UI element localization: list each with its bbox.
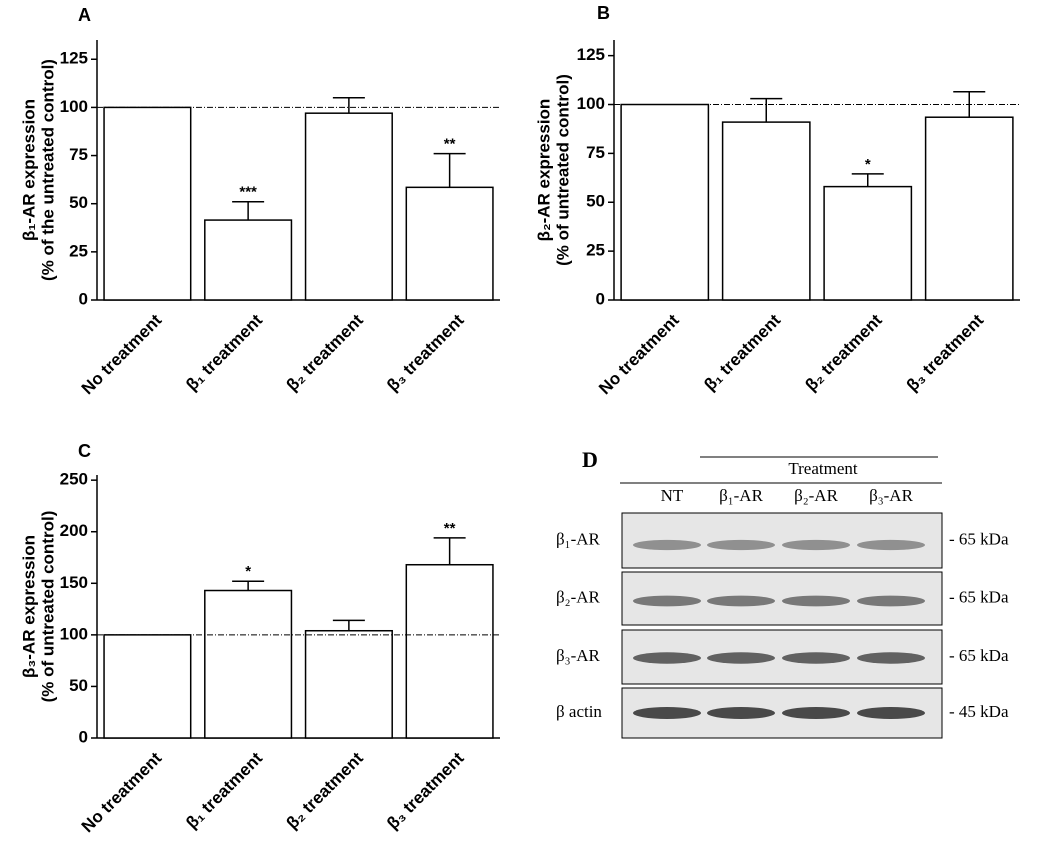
blot-band [707, 707, 775, 719]
panel-label: A [78, 5, 91, 25]
significance-label: * [865, 156, 871, 173]
y-tick-label: 125 [60, 49, 88, 68]
blot-band [857, 707, 925, 719]
size-label: - 65 kDa [949, 587, 1009, 606]
bar [304, 629, 393, 739]
blot-band [782, 595, 850, 607]
x-tick-label: β₁ treatment [182, 310, 266, 394]
y-tick-label: 100 [60, 97, 88, 116]
bar [924, 116, 1014, 301]
blot-band [633, 595, 701, 607]
y-tick-label: 125 [577, 45, 605, 64]
y-tick-label: 150 [60, 573, 88, 592]
x-tick-label: β₁ treatment [700, 310, 784, 394]
panel-label: C [78, 441, 91, 461]
blot-image [621, 512, 943, 569]
y-tick-label: 0 [79, 727, 88, 746]
treatment-header: Treatment [788, 459, 858, 478]
bar [620, 103, 710, 301]
row-label: β₂-AR [556, 587, 601, 606]
y-tick-label: 75 [69, 145, 88, 164]
x-tick-label: β₂ treatment [283, 310, 367, 394]
y-tick-label: 100 [60, 624, 88, 643]
y-axis-label: (% of untreated control) [38, 511, 57, 703]
blot-band [857, 652, 925, 664]
x-tick-label: β₃ treatment [383, 310, 468, 395]
y-axis-label: β₁-AR expression [19, 99, 38, 241]
y-axis-label: (% of untreated control) [553, 74, 572, 266]
lane-label: β₃-AR [869, 486, 914, 505]
blot-band [782, 539, 850, 551]
blot-band [857, 595, 925, 607]
x-tick-label: β₂ treatment [283, 748, 367, 832]
blot-band [633, 652, 701, 664]
significance-label: * [245, 563, 251, 580]
y-tick-label: 25 [69, 241, 88, 260]
x-tick-label: No treatment [78, 748, 166, 836]
row-label: β₁-AR [556, 529, 601, 548]
lane-label: β₁-AR [719, 486, 764, 505]
bar [103, 106, 192, 301]
size-label: - 65 kDa [949, 529, 1009, 548]
bar [304, 112, 393, 301]
bar [823, 185, 913, 301]
x-tick-label: β₂ treatment [802, 310, 886, 394]
x-tick-label: No treatment [78, 310, 166, 398]
bar [103, 634, 192, 739]
row-label: β actin [556, 702, 602, 721]
row-label: β₃-AR [556, 646, 601, 665]
y-tick-label: 0 [596, 289, 605, 308]
blot-band [633, 707, 701, 719]
panel-label: B [597, 3, 610, 23]
bar [721, 121, 811, 301]
significance-label: ** [444, 520, 456, 537]
y-tick-label: 250 [60, 470, 88, 489]
panel-label: D [582, 447, 598, 472]
y-tick-label: 100 [577, 94, 605, 113]
x-tick-label: β₃ treatment [903, 310, 988, 395]
blot-band [707, 595, 775, 607]
y-tick-label: 75 [586, 143, 605, 162]
x-tick-label: β₃ treatment [383, 748, 468, 833]
blot-band [782, 652, 850, 664]
x-tick-label: No treatment [595, 310, 683, 398]
y-tick-label: 50 [69, 193, 88, 212]
y-axis-label: β₂-AR expression [534, 99, 553, 242]
significance-label: ** [444, 136, 456, 153]
y-tick-label: 50 [69, 676, 88, 695]
y-tick-label: 25 [586, 241, 605, 260]
bar [405, 563, 494, 739]
y-axis-label: (% of the untreated control) [38, 59, 57, 281]
y-axis-label: β₃-AR expression [19, 535, 38, 678]
blot-band [707, 652, 775, 664]
lane-label: β₂-AR [794, 486, 839, 505]
bar [405, 186, 494, 301]
lane-label: NT [661, 486, 684, 505]
blot-band [782, 707, 850, 719]
y-tick-label: 50 [586, 192, 605, 211]
blot-band [707, 539, 775, 551]
size-label: - 65 kDa [949, 646, 1009, 665]
bar [204, 589, 293, 739]
y-tick-label: 200 [60, 521, 88, 540]
blot-band [857, 539, 925, 551]
size-label: - 45 kDa [949, 702, 1009, 721]
y-tick-label: 0 [79, 289, 88, 308]
blot-band [633, 539, 701, 551]
bar [204, 219, 293, 301]
x-tick-label: β₁ treatment [182, 748, 266, 832]
significance-label: *** [239, 184, 257, 201]
